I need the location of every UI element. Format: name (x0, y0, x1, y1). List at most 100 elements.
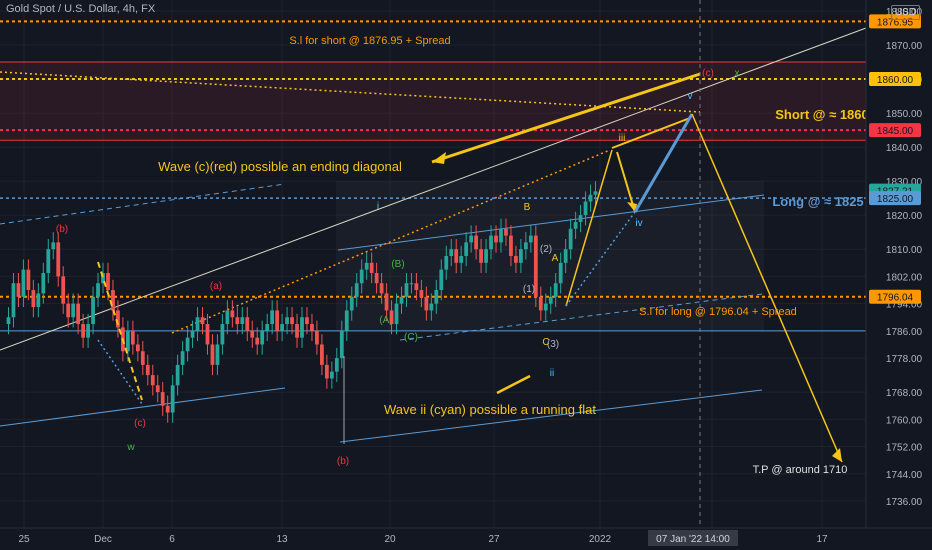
candle-body (479, 249, 483, 263)
y-tick-label: 1840.00 (886, 143, 923, 154)
candle-body (384, 293, 389, 311)
candle-body (414, 283, 419, 291)
candle-body (404, 283, 409, 297)
dotted-trend-yellow (0, 71, 701, 113)
arrow-diagonal-yellow (431, 72, 701, 164)
candle-body (265, 324, 270, 331)
x-tick-label: 25 (18, 534, 30, 545)
candle-body (66, 303, 71, 318)
x-tick-label: 17 (816, 534, 828, 545)
orange-dotted-diagonal (171, 149, 611, 334)
candle-body (449, 249, 454, 256)
candle-body (339, 330, 344, 359)
wave-label: (b) (337, 456, 349, 467)
arrowhead (832, 448, 842, 462)
annotation-text: Short @ ≈ 1860 (775, 107, 869, 122)
x-tick-label: 6 (169, 534, 175, 545)
candle-body (499, 228, 503, 243)
candle-body (170, 385, 175, 413)
candle-body (240, 317, 245, 325)
candle-body (81, 324, 85, 338)
price-axis-bg (866, 0, 932, 550)
candle-body (165, 405, 170, 413)
price-tag-bg (869, 289, 921, 304)
wave-label: w (126, 442, 135, 453)
candle-body (459, 256, 464, 263)
proj-line-iii-v (611, 117, 691, 149)
candle-body (519, 249, 523, 263)
candle-body (334, 358, 339, 372)
channel-mid-dash (399, 293, 763, 341)
candle-body (290, 317, 294, 325)
candle-body (101, 273, 105, 284)
annotation-text: Long @ ≈ 1825 (772, 194, 863, 209)
price-tag-bg (869, 191, 921, 206)
candle-body (409, 283, 414, 285)
candle-body (125, 330, 130, 352)
candle-body (454, 249, 459, 263)
price-tag: 1860.00 (877, 75, 914, 86)
wave-label: (A) (379, 315, 392, 326)
price-tag-bg (869, 123, 921, 138)
wave-label: iv (635, 218, 642, 229)
candle-body (150, 375, 155, 386)
y-tick-label: 1794.00 (886, 300, 923, 311)
candle-body (155, 385, 160, 393)
candle-body (175, 364, 180, 386)
price-tag: 1845.00 (877, 126, 914, 137)
currency-badge[interactable]: USD (890, 5, 920, 20)
candle-body (364, 262, 369, 270)
candle-body (106, 273, 110, 291)
wave-label: C (542, 337, 549, 348)
candle-body (310, 324, 314, 331)
candle-body (558, 262, 563, 284)
candle-body (593, 191, 598, 195)
y-tick-label: 1768.00 (886, 388, 923, 399)
candle-body (305, 317, 309, 325)
candle-body (553, 283, 558, 297)
candle-body (91, 296, 95, 325)
candle-body (474, 235, 479, 250)
candle-body (76, 303, 81, 325)
candle-body (533, 235, 538, 297)
wave-label: B (524, 202, 531, 213)
candle-body (210, 344, 215, 365)
candle-body (464, 242, 469, 256)
x-tick-label: Dec (94, 534, 112, 545)
candle-body (225, 310, 230, 325)
candle-body (494, 235, 498, 243)
candle-body (528, 235, 533, 243)
channel-upper-right (337, 194, 765, 251)
candle-body (116, 310, 120, 328)
y-tick-label: 1802.00 (886, 272, 923, 283)
annotation-text: Wave ii (cyan) possible a running flat (384, 402, 596, 417)
y-tick-label: 1880.00 (886, 7, 923, 18)
y-tick-label: 1736.00 (886, 497, 923, 508)
candle-body (130, 330, 135, 345)
candle-body (230, 310, 235, 318)
candle-body (568, 228, 573, 250)
candle-body (315, 330, 319, 345)
candle-body (51, 242, 56, 250)
candle-body (6, 317, 11, 325)
candle-body (285, 317, 289, 325)
candle-body (344, 310, 349, 331)
candle-body (578, 215, 583, 222)
candle-body (160, 392, 165, 406)
price-tag: 1796.04 (877, 293, 914, 304)
candle-body (41, 273, 46, 294)
candle-body (444, 256, 449, 270)
candle-body (523, 242, 528, 250)
candle-body (140, 351, 145, 365)
annotation-text: S.l for long @ 1796.04 + Spread (639, 306, 797, 318)
candle-body (111, 290, 115, 311)
candle-body (379, 283, 384, 294)
candle-body (563, 249, 568, 263)
y-tick-label: 1830.00 (886, 177, 923, 188)
candle-body (399, 296, 404, 304)
candle-body (489, 235, 493, 250)
y-tick-label: 1778.00 (886, 354, 923, 365)
